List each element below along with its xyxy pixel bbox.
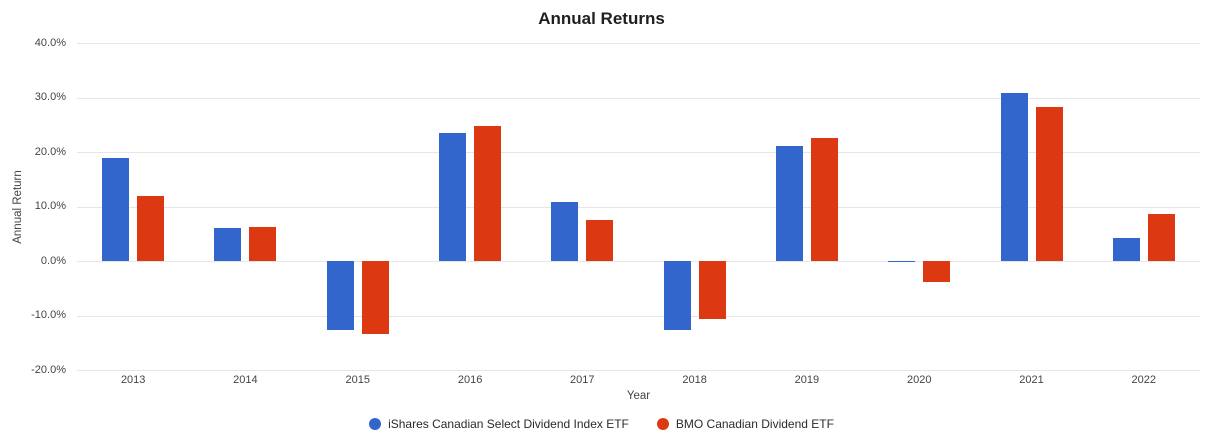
- bar-ishares-canadian-select-dividend-index-etf-2019[interactable]: [775, 145, 803, 261]
- legend: iShares Canadian Select Dividend Index E…: [0, 417, 1203, 431]
- bar-ishares-canadian-select-dividend-index-etf-2020[interactable]: [888, 261, 916, 263]
- x-tick-label-2015: 2015: [345, 374, 371, 386]
- bar-ishares-canadian-select-dividend-index-etf-2013[interactable]: [102, 158, 130, 261]
- x-axis-title: Year: [626, 390, 651, 402]
- x-tick-label-2019: 2019: [794, 374, 820, 386]
- x-tick-label-2016: 2016: [457, 374, 483, 386]
- y-tick-label-0.0%: 0.0%: [40, 254, 66, 267]
- x-tick-label-2022: 2022: [1131, 374, 1157, 386]
- bar-bmo-canadian-dividend-etf-2015[interactable]: [361, 261, 389, 334]
- chart-title: Annual Returns: [538, 9, 665, 28]
- legend-marker-bmo-canadian-dividend-etf: [656, 418, 669, 430]
- y-tick-label-10.0%: 10.0%: [34, 200, 66, 212]
- y-tick-label-40.0%: 40.0%: [34, 36, 66, 49]
- bar-bmo-canadian-dividend-etf-2021[interactable]: [1035, 107, 1063, 261]
- gridline-40.0%: [77, 43, 1200, 44]
- legend-item-bmo-canadian-dividend-etf[interactable]: BMO Canadian Dividend ETF: [656, 417, 834, 431]
- legend-item-ishares-canadian-select-dividend-index-etf[interactable]: iShares Canadian Select Dividend Index E…: [369, 417, 629, 431]
- bar-bmo-canadian-dividend-etf-2014[interactable]: [249, 227, 277, 261]
- gridline-0.0%: [77, 261, 1200, 262]
- legend-label-ishares-canadian-select-dividend-index-etf: iShares Canadian Select Dividend Index E…: [388, 417, 629, 431]
- y-tick-label--10.0%: -10.0%: [31, 309, 66, 321]
- gridline-10.0%: [77, 206, 1200, 208]
- gridline--10.0%: [77, 315, 1200, 317]
- x-tick-label-2018: 2018: [682, 374, 707, 386]
- y-tick-label-30.0%: 30.0%: [34, 91, 66, 103]
- x-tick-label-2017: 2017: [570, 374, 595, 386]
- legend-label-bmo-canadian-dividend-etf: BMO Canadian Dividend ETF: [675, 417, 834, 431]
- legend-marker-ishares-canadian-select-dividend-index-etf: [369, 418, 382, 430]
- x-tick-label-2013: 2013: [120, 374, 146, 386]
- bar-bmo-canadian-dividend-etf-2017[interactable]: [586, 220, 614, 261]
- bar-bmo-canadian-dividend-etf-2016[interactable]: [474, 126, 502, 261]
- bar-ishares-canadian-select-dividend-index-etf-2015[interactable]: [326, 261, 354, 331]
- x-tick-label-2014: 2014: [233, 374, 258, 386]
- bar-ishares-canadian-select-dividend-index-etf-2022[interactable]: [1112, 238, 1140, 261]
- gridline-30.0%: [77, 97, 1200, 99]
- bar-ishares-canadian-select-dividend-index-etf-2016[interactable]: [439, 132, 467, 261]
- y-tick-label-20.0%: 20.0%: [34, 145, 66, 158]
- gridline-20.0%: [77, 152, 1200, 153]
- x-tick-label-2021: 2021: [1019, 374, 1044, 386]
- bar-ishares-canadian-select-dividend-index-etf-2021[interactable]: [1000, 93, 1028, 261]
- bar-bmo-canadian-dividend-etf-2020[interactable]: [923, 261, 951, 283]
- bar-ishares-canadian-select-dividend-index-etf-2014[interactable]: [214, 228, 242, 261]
- bar-bmo-canadian-dividend-etf-2019[interactable]: [810, 137, 838, 261]
- bar-ishares-canadian-select-dividend-index-etf-2018[interactable]: [663, 261, 691, 331]
- x-tick-label-2020: 2020: [907, 374, 932, 386]
- bar-bmo-canadian-dividend-etf-2013[interactable]: [137, 195, 165, 261]
- y-tick-label--20.0%: -20.0%: [31, 363, 66, 376]
- bar-ishares-canadian-select-dividend-index-etf-2017[interactable]: [551, 201, 579, 261]
- gridline--20.0%: [77, 370, 1200, 371]
- bar-bmo-canadian-dividend-etf-2018[interactable]: [698, 261, 726, 320]
- bar-bmo-canadian-dividend-etf-2022[interactable]: [1147, 213, 1175, 261]
